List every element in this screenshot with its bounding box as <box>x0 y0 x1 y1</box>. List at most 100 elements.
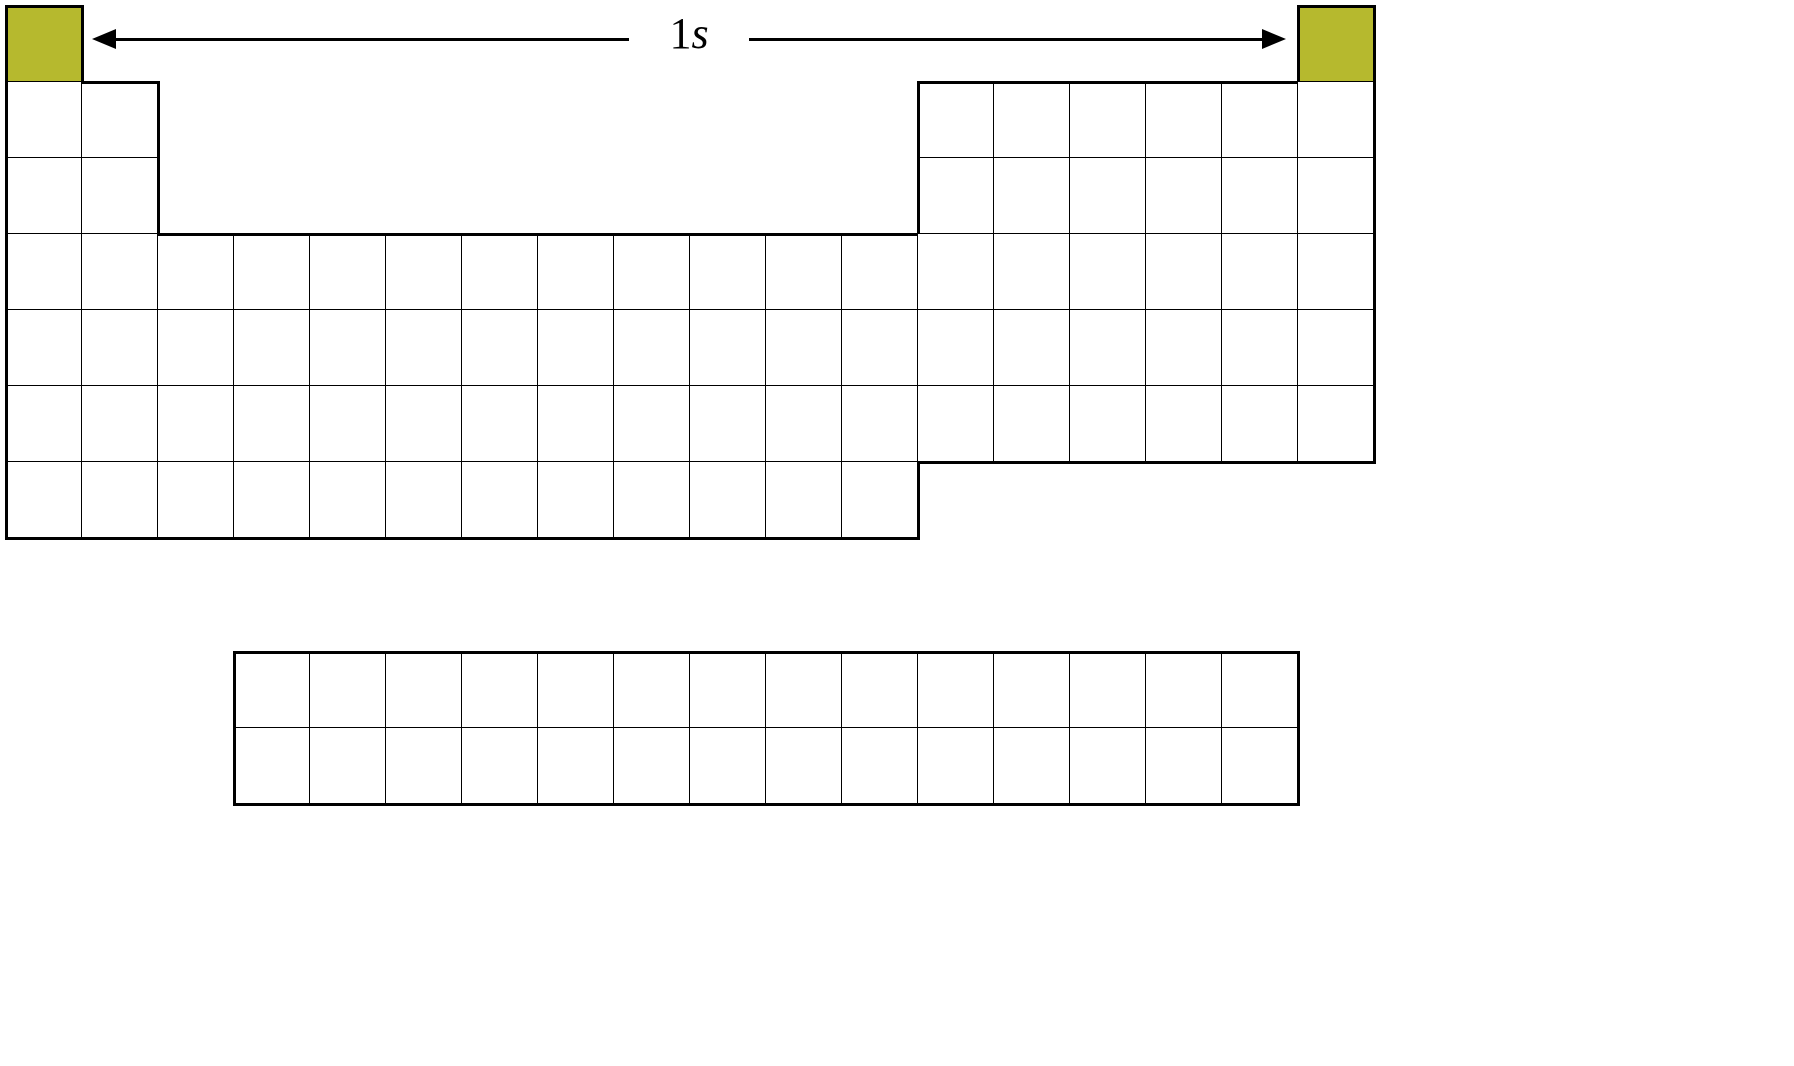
table-cell <box>1297 157 1376 236</box>
table-cell <box>613 309 692 388</box>
table-cell <box>309 233 388 312</box>
table-cell <box>1145 309 1224 388</box>
orbital-label-number: 1 <box>669 9 691 58</box>
table-cell <box>5 81 84 160</box>
table-cell <box>5 461 84 540</box>
table-cell <box>841 385 920 464</box>
table-cell <box>461 309 540 388</box>
table-cell <box>1297 81 1376 160</box>
table-cell <box>1221 651 1300 730</box>
table-cell <box>765 727 844 806</box>
table-cell <box>385 233 464 312</box>
table-cell <box>157 233 236 312</box>
table-cell <box>537 385 616 464</box>
table-cell <box>385 651 464 730</box>
table-cell <box>233 727 312 806</box>
table-cell <box>81 81 160 160</box>
table-cell <box>993 309 1072 388</box>
periodic-table-diagram: 1s <box>0 0 1794 1066</box>
table-cell <box>1145 651 1224 730</box>
table-cell <box>1297 385 1376 464</box>
table-cell <box>233 385 312 464</box>
table-cell <box>537 461 616 540</box>
table-cell <box>613 461 692 540</box>
table-cell <box>613 651 692 730</box>
table-cell <box>841 651 920 730</box>
arrow-shaft-left <box>116 38 629 41</box>
table-cell <box>689 233 768 312</box>
table-cell <box>1069 81 1148 160</box>
table-cell <box>1145 385 1224 464</box>
table-cell <box>1297 233 1376 312</box>
table-cell <box>993 81 1072 160</box>
table-cell <box>461 727 540 806</box>
table-cell <box>689 651 768 730</box>
table-cell <box>1221 385 1300 464</box>
highlighted-cell <box>1297 5 1376 84</box>
table-cell <box>689 461 768 540</box>
table-cell <box>309 309 388 388</box>
table-cell <box>309 651 388 730</box>
table-cell <box>1069 233 1148 312</box>
table-cell <box>385 309 464 388</box>
table-cell <box>993 651 1072 730</box>
table-cell <box>309 385 388 464</box>
table-cell <box>233 233 312 312</box>
table-cell <box>613 233 692 312</box>
table-cell <box>613 385 692 464</box>
table-cell <box>81 461 160 540</box>
table-cell <box>917 81 996 160</box>
table-cell <box>1145 81 1224 160</box>
table-cell <box>461 233 540 312</box>
table-cell <box>1069 385 1148 464</box>
table-cell <box>1221 233 1300 312</box>
table-cell <box>157 309 236 388</box>
table-cell <box>5 309 84 388</box>
table-cell <box>1145 157 1224 236</box>
table-cell <box>613 727 692 806</box>
table-cell <box>917 727 996 806</box>
table-cell <box>1145 233 1224 312</box>
table-cell <box>1221 727 1300 806</box>
table-cell <box>765 385 844 464</box>
table-cell <box>689 727 768 806</box>
orbital-label: 1s <box>629 8 749 59</box>
table-cell <box>1221 309 1300 388</box>
table-cell <box>233 461 312 540</box>
table-cell <box>1069 309 1148 388</box>
table-cell <box>917 233 996 312</box>
table-cell <box>537 651 616 730</box>
table-cell <box>917 385 996 464</box>
table-cell <box>765 309 844 388</box>
table-cell <box>461 461 540 540</box>
arrow-head-left <box>92 29 116 49</box>
table-cell <box>765 233 844 312</box>
table-cell <box>993 385 1072 464</box>
orbital-label-letter: s <box>691 9 708 58</box>
table-cell <box>385 727 464 806</box>
table-cell <box>1069 651 1148 730</box>
table-cell <box>689 309 768 388</box>
table-cell <box>1069 727 1148 806</box>
table-cell <box>689 385 768 464</box>
table-cell <box>81 309 160 388</box>
table-cell <box>765 461 844 540</box>
table-cell <box>385 461 464 540</box>
arrow-shaft-right <box>749 38 1262 41</box>
table-cell <box>1145 727 1224 806</box>
table-cell <box>1297 309 1376 388</box>
table-cell <box>765 651 844 730</box>
table-cell <box>537 309 616 388</box>
table-cell <box>309 727 388 806</box>
table-cell <box>81 157 160 236</box>
table-cell <box>917 651 996 730</box>
table-cell <box>993 727 1072 806</box>
table-cell <box>5 385 84 464</box>
table-cell <box>461 385 540 464</box>
table-cell <box>993 233 1072 312</box>
table-cell <box>841 233 920 312</box>
table-cell <box>537 727 616 806</box>
table-cell <box>81 385 160 464</box>
table-cell <box>5 233 84 312</box>
table-cell <box>993 157 1072 236</box>
